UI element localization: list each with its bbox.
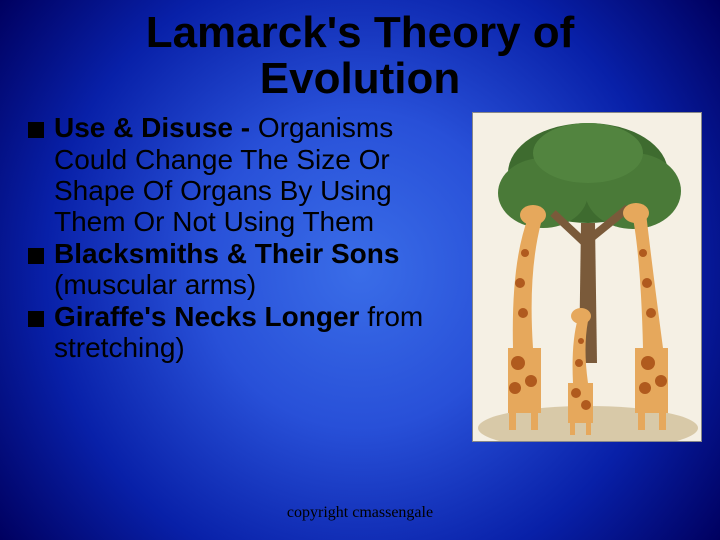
- slide: Lamarck's Theory of Evolution Use & Disu…: [0, 0, 720, 540]
- bullet-text: Giraffe's Necks Longer from stretching): [54, 301, 462, 364]
- bullet-marker-icon: [28, 311, 44, 327]
- bullet-item: Blacksmiths & Their Sons (muscular arms): [28, 238, 462, 301]
- bullet-marker-icon: [28, 248, 44, 264]
- content-row: Use & Disuse - Organisms Could Change Th…: [0, 110, 720, 442]
- bullet-bold: Blacksmiths & Their Sons: [54, 238, 399, 269]
- bullet-rest: (muscular arms): [54, 269, 256, 300]
- bullet-text: Blacksmiths & Their Sons (muscular arms): [54, 238, 462, 301]
- bullet-bold: Giraffe's Necks Longer: [54, 301, 359, 332]
- bullet-text: Use & Disuse - Organisms Could Change Th…: [54, 112, 462, 237]
- bullet-list: Use & Disuse - Organisms Could Change Th…: [28, 112, 472, 363]
- bullet-marker-icon: [28, 122, 44, 138]
- copyright-text: copyright cmassengale: [0, 504, 720, 522]
- bullet-bold: Use & Disuse -: [54, 112, 250, 143]
- giraffe-svg: [473, 113, 702, 442]
- bullet-item: Use & Disuse - Organisms Could Change Th…: [28, 112, 462, 237]
- slide-title: Lamarck's Theory of Evolution: [0, 0, 720, 110]
- bullet-item: Giraffe's Necks Longer from stretching): [28, 301, 462, 364]
- giraffe-illustration: [472, 112, 702, 442]
